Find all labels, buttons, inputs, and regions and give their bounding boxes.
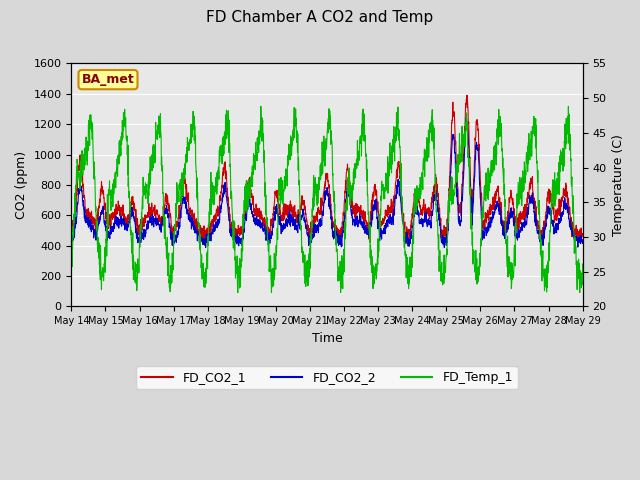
X-axis label: Time: Time: [312, 332, 342, 345]
Y-axis label: CO2 (ppm): CO2 (ppm): [15, 151, 28, 219]
Legend: FD_CO2_1, FD_CO2_2, FD_Temp_1: FD_CO2_1, FD_CO2_2, FD_Temp_1: [136, 366, 518, 389]
Text: BA_met: BA_met: [82, 73, 134, 86]
Y-axis label: Temperature (C): Temperature (C): [612, 134, 625, 236]
Text: FD Chamber A CO2 and Temp: FD Chamber A CO2 and Temp: [206, 10, 434, 24]
